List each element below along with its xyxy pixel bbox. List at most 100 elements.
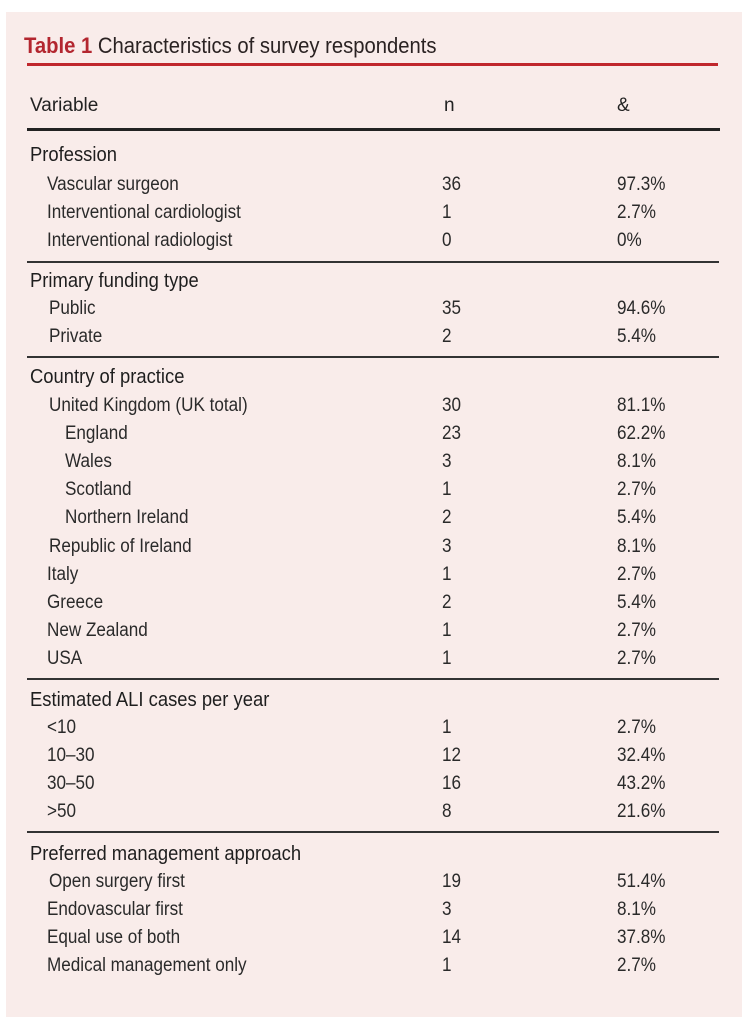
table-row: Equal use of both 14 37.8%	[0, 924, 748, 952]
row-label: Open surgery first	[49, 871, 185, 892]
table-row: USA 1 2.7%	[0, 645, 748, 673]
section-heading-ali-cases: Estimated ALI cases per year	[30, 689, 270, 711]
row-label: England	[65, 423, 128, 444]
row-n: 8	[442, 801, 452, 822]
table-panel	[6, 12, 742, 1017]
row-label: USA	[47, 648, 83, 669]
table-row: Vascular surgeon 36 97.3%	[0, 171, 748, 199]
section-divider	[27, 678, 719, 680]
row-pct: 8.1%	[617, 536, 656, 557]
table-row: Medical management only 1 2.7%	[0, 952, 748, 980]
row-n: 19	[442, 871, 462, 892]
table-row: Open surgery first 19 51.4%	[0, 868, 748, 896]
row-n: 1	[442, 202, 452, 223]
row-label: Public	[49, 298, 96, 319]
row-label: Republic of Ireland	[49, 536, 192, 557]
row-n: 23	[442, 423, 462, 444]
table-row: >50 8 21.6%	[0, 798, 748, 826]
row-n: 36	[442, 174, 462, 195]
table-row: 10–30 12 32.4%	[0, 742, 748, 770]
row-n: 1	[442, 955, 452, 976]
row-n: 16	[442, 773, 462, 794]
row-pct: 2.7%	[617, 648, 656, 669]
table-title: Table 1 Characteristics of survey respon…	[24, 32, 437, 60]
table-row: Republic of Ireland 3 8.1%	[0, 533, 748, 561]
row-pct: 5.4%	[617, 326, 656, 347]
table-row: Scotland 1 2.7%	[0, 476, 748, 504]
row-n: 1	[442, 479, 452, 500]
header-rule	[27, 128, 720, 131]
row-pct: 2.7%	[617, 202, 656, 223]
row-pct: 94.6%	[617, 298, 666, 319]
section-heading-profession: Profession	[30, 144, 117, 166]
section-divider	[27, 261, 719, 263]
row-label: Equal use of both	[47, 927, 181, 948]
row-label: Interventional radiologist	[47, 230, 233, 251]
table-row: Wales 3 8.1%	[0, 448, 748, 476]
table-row: 30–50 16 43.2%	[0, 770, 748, 798]
row-label: New Zealand	[47, 620, 148, 641]
table-row: United Kingdom (UK total) 30 81.1%	[0, 392, 748, 420]
row-pct: 2.7%	[617, 479, 656, 500]
table-row: Northern Ireland 2 5.4%	[0, 504, 748, 532]
row-label: 30–50	[47, 773, 95, 794]
row-pct: 81.1%	[617, 395, 666, 416]
table-row: Interventional cardiologist 1 2.7%	[0, 199, 748, 227]
row-pct: 62.2%	[617, 423, 666, 444]
row-label: <10	[47, 717, 77, 738]
row-pct: 2.7%	[617, 564, 656, 585]
section-heading-funding: Primary funding type	[30, 270, 199, 292]
row-pct: 2.7%	[617, 955, 656, 976]
table-row: England 23 62.2%	[0, 420, 748, 448]
row-label: United Kingdom (UK total)	[49, 395, 248, 416]
row-label: >50	[47, 801, 77, 822]
row-pct: 97.3%	[617, 174, 666, 195]
row-pct: 2.7%	[617, 620, 656, 641]
row-label: 10–30	[47, 745, 95, 766]
row-label: Vascular surgeon	[47, 174, 179, 195]
table-row: Greece 2 5.4%	[0, 589, 748, 617]
row-n: 2	[442, 592, 452, 613]
table-row: Interventional radiologist 0 0%	[0, 227, 748, 255]
table-row: Public 35 94.6%	[0, 295, 748, 323]
row-label: Interventional cardiologist	[47, 202, 241, 223]
row-n: 2	[442, 326, 452, 347]
row-label: Endovascular first	[47, 899, 183, 920]
table-caption: Characteristics of survey respondents	[97, 33, 437, 58]
row-label: Greece	[47, 592, 104, 613]
row-label: Northern Ireland	[65, 507, 189, 528]
row-n: 2	[442, 507, 452, 528]
table-row: Italy 1 2.7%	[0, 561, 748, 589]
row-label: Private	[49, 326, 103, 347]
row-n: 3	[442, 899, 452, 920]
row-n: 1	[442, 564, 452, 585]
section-divider	[27, 831, 719, 833]
section-heading-country: Country of practice	[30, 366, 185, 388]
row-n: 14	[442, 927, 462, 948]
table-row: New Zealand 1 2.7%	[0, 617, 748, 645]
row-n: 0	[442, 230, 452, 251]
column-header-pct: &	[617, 95, 630, 116]
row-pct: 37.8%	[617, 927, 666, 948]
row-pct: 21.6%	[617, 801, 666, 822]
section-divider	[27, 356, 719, 358]
row-label: Italy	[47, 564, 79, 585]
column-header-n: n	[444, 95, 455, 116]
row-n: 1	[442, 717, 452, 738]
row-pct: 43.2%	[617, 773, 666, 794]
column-header-variable: Variable	[30, 95, 99, 116]
row-n: 1	[442, 620, 452, 641]
row-pct: 0%	[617, 230, 642, 251]
row-n: 30	[442, 395, 462, 416]
row-n: 12	[442, 745, 462, 766]
row-label: Medical management only	[47, 955, 247, 976]
row-n: 3	[442, 536, 452, 557]
row-pct: 8.1%	[617, 899, 656, 920]
row-pct: 8.1%	[617, 451, 656, 472]
row-pct: 5.4%	[617, 507, 656, 528]
table-number-label: Table 1	[24, 33, 93, 58]
table-row: Endovascular first 3 8.1%	[0, 896, 748, 924]
row-n: 1	[442, 648, 452, 669]
row-pct: 5.4%	[617, 592, 656, 613]
row-pct: 2.7%	[617, 717, 656, 738]
